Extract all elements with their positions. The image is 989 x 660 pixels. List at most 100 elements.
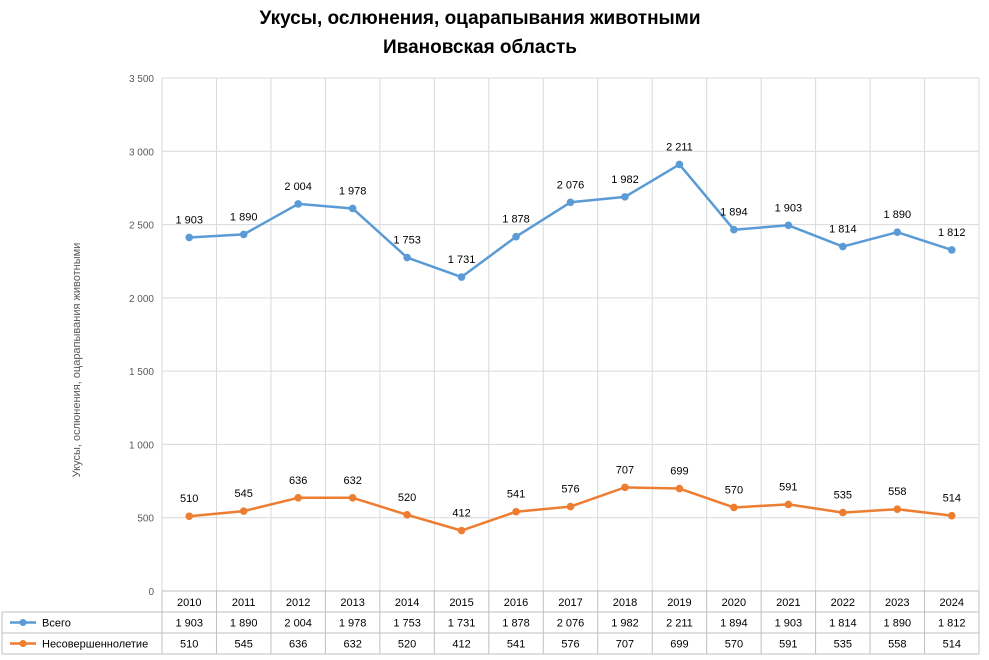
data-point xyxy=(730,225,738,234)
table-header-cell: 2019 xyxy=(667,597,691,609)
data-label: 1 903 xyxy=(175,214,203,226)
table-cell: 2 211 xyxy=(666,618,693,630)
table-header-cell: 2013 xyxy=(340,597,364,609)
table-cell: 2 004 xyxy=(284,618,312,630)
table-cell: 699 xyxy=(670,639,688,651)
data-point xyxy=(675,160,684,169)
data-point xyxy=(566,198,575,207)
table-header-cell: 2020 xyxy=(722,597,746,609)
data-label: 576 xyxy=(561,484,579,496)
table-cell: 570 xyxy=(725,639,743,651)
table-header-cell: 2016 xyxy=(504,597,528,609)
data-label: 1 812 xyxy=(938,227,966,239)
chart-title: Укусы, ослюнения, оцарапывания животными xyxy=(259,8,701,29)
data-point xyxy=(239,507,248,515)
table-header-cell: 2015 xyxy=(449,597,473,609)
data-label: 1 894 xyxy=(720,207,748,219)
data-point xyxy=(784,500,793,509)
table-header-cell: 2021 xyxy=(776,597,800,609)
data-label: 707 xyxy=(616,464,634,476)
data-point xyxy=(185,512,194,521)
table-cell: 520 xyxy=(398,639,416,651)
table-cell: 632 xyxy=(343,639,361,651)
data-label: 1 978 xyxy=(339,185,367,197)
chart-subtitle: Ивановская область xyxy=(382,37,577,58)
table-cell: 1 890 xyxy=(884,618,912,630)
data-label: 1 753 xyxy=(393,235,421,247)
data-point xyxy=(621,483,629,492)
table-header-cell: 2011 xyxy=(232,597,256,609)
table-cell: 1 890 xyxy=(230,618,258,630)
data-label: 2 004 xyxy=(284,181,312,193)
table-cell: 591 xyxy=(779,639,797,651)
data-point xyxy=(784,221,793,230)
y-tick-label: 1 000 xyxy=(129,440,154,451)
y-tick-label: 2 000 xyxy=(129,294,154,305)
data-point xyxy=(403,510,411,519)
data-label: 1 731 xyxy=(448,254,476,266)
table-header-cell: 2023 xyxy=(885,597,909,609)
data-label: 541 xyxy=(507,489,525,501)
data-label: 570 xyxy=(725,484,743,496)
data-label: 636 xyxy=(289,475,307,487)
table-cell: 1 731 xyxy=(448,618,476,630)
table-cell: 558 xyxy=(888,639,906,651)
data-point xyxy=(893,228,902,236)
data-point xyxy=(947,246,956,254)
data-point xyxy=(294,493,302,502)
data-label: 2 076 xyxy=(557,179,585,191)
y-tick-label: 500 xyxy=(137,514,154,525)
table-header-cell: 2014 xyxy=(395,597,419,609)
data-point xyxy=(403,253,411,262)
data-point xyxy=(239,230,248,239)
table-cell: 707 xyxy=(616,639,634,651)
data-point xyxy=(457,273,466,281)
data-point xyxy=(512,507,520,516)
data-point xyxy=(839,508,847,517)
data-label: 632 xyxy=(343,475,361,487)
table-cell: 1 812 xyxy=(938,618,966,630)
data-label: 535 xyxy=(834,490,852,502)
data-label: 1 982 xyxy=(611,174,639,186)
data-point xyxy=(348,493,357,502)
table-cell: 1 903 xyxy=(175,618,203,630)
data-label: 699 xyxy=(670,466,688,478)
data-label: 514 xyxy=(943,493,961,505)
table-cell: 510 xyxy=(180,639,198,651)
table-cell: 1 753 xyxy=(393,618,421,630)
table-cell: 1 982 xyxy=(611,618,639,630)
y-tick-label: 1 500 xyxy=(129,367,154,378)
data-point xyxy=(730,503,738,512)
data-point xyxy=(185,233,194,242)
table-cell: 541 xyxy=(507,639,525,651)
data-label: 520 xyxy=(398,492,416,504)
legend-label: Всего xyxy=(42,618,71,630)
table-cell: 514 xyxy=(943,639,961,651)
data-point xyxy=(893,505,902,514)
table-cell: 535 xyxy=(834,639,852,651)
table-cell: 1 814 xyxy=(829,618,857,630)
legend-marker xyxy=(19,619,27,626)
table-header-cell: 2010 xyxy=(177,597,201,609)
table-cell: 2 076 xyxy=(557,618,585,630)
table-header-cell: 2012 xyxy=(286,597,310,609)
data-label: 1 878 xyxy=(502,214,530,226)
data-label: 1 890 xyxy=(884,209,912,221)
data-point xyxy=(947,511,956,520)
data-label: 558 xyxy=(888,486,906,498)
data-label: 510 xyxy=(180,493,198,505)
data-point xyxy=(566,502,575,511)
table-cell: 576 xyxy=(561,639,579,651)
data-label: 545 xyxy=(235,488,253,500)
table-cell: 412 xyxy=(452,639,470,651)
y-tick-label: 3 000 xyxy=(129,147,154,158)
data-label: 1 814 xyxy=(829,224,857,236)
legend-label: Несовершеннолетие xyxy=(42,639,148,651)
data-point xyxy=(839,242,847,251)
data-point xyxy=(621,193,629,201)
data-label: 1 903 xyxy=(775,202,803,214)
table-cell: 636 xyxy=(289,639,307,651)
data-label: 1 890 xyxy=(230,211,258,223)
y-tick-label: 0 xyxy=(148,587,154,598)
